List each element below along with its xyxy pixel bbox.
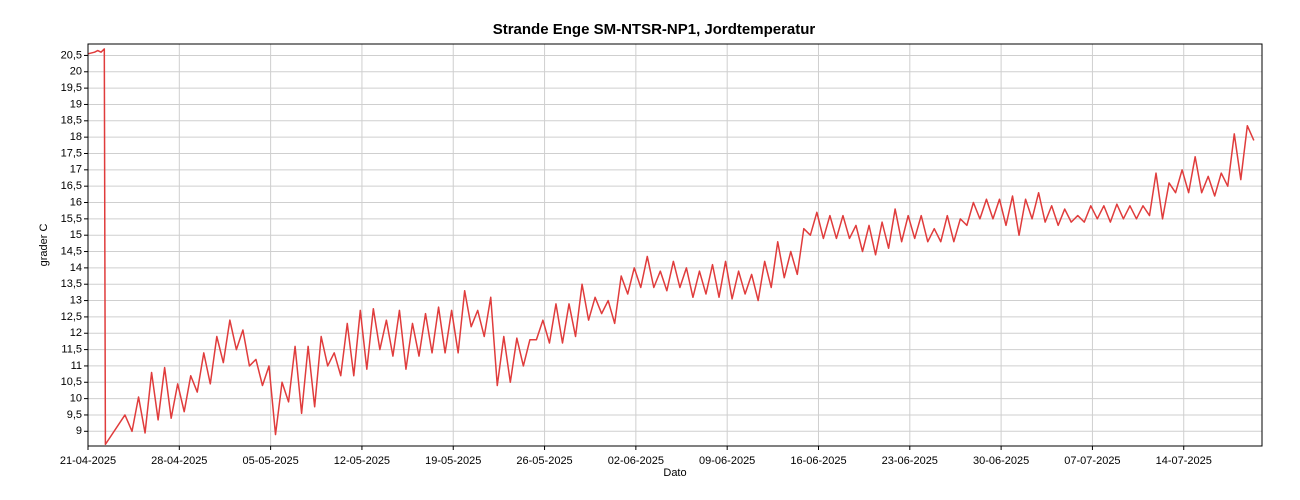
x-tick-label: 05-05-2025: [242, 455, 298, 467]
y-tick-label: 17: [70, 164, 82, 176]
x-tick-label: 12-05-2025: [334, 455, 390, 467]
grid: [87, 44, 1262, 446]
y-axis-label: grader C: [38, 224, 50, 267]
x-tick-label: 26-05-2025: [516, 455, 572, 467]
y-tick-label: 19: [70, 98, 82, 110]
y-tick-label: 15: [70, 229, 82, 241]
y-tick-label: 11,5: [61, 343, 82, 355]
x-tick-label: 28-04-2025: [151, 455, 207, 467]
y-tick-label: 9: [76, 425, 82, 437]
plot: [87, 48, 1255, 446]
x-tick-label: 07-07-2025: [1064, 455, 1120, 467]
y-tick-label: 19,5: [61, 82, 82, 94]
x-tick-label: 19-05-2025: [425, 455, 481, 467]
y-tick-label: 17,5: [61, 147, 82, 159]
y-tick-label: 12: [70, 327, 82, 339]
y-tick-label: 16: [70, 196, 82, 208]
x-tick-label: 09-06-2025: [699, 455, 755, 467]
y-tick-label: 9,5: [67, 409, 82, 421]
y-tick-label: 10: [70, 393, 82, 405]
x-tick-label: 23-06-2025: [882, 455, 938, 467]
y-tick-label: 14: [70, 262, 82, 274]
y-tick-label: 18: [70, 131, 82, 143]
y-tick-label: 20: [70, 66, 82, 78]
y-tick-label: 13: [70, 294, 82, 306]
y-tick-label: 12,5: [61, 311, 82, 323]
x-tick-label: 30-06-2025: [973, 455, 1029, 467]
y-tick-label: 14,5: [61, 245, 82, 257]
x-tick-label: 21-04-2025: [60, 455, 116, 467]
x-axis-label: Dato: [663, 467, 686, 479]
plot-frame: [87, 43, 1263, 447]
chart-title: Strande Enge SM-NTSR-NP1, Jordtemperatur: [493, 21, 816, 38]
y-tick-label: 13,5: [61, 278, 82, 290]
y-tick-label: 15,5: [61, 213, 82, 225]
y-tick-label: 11: [71, 360, 82, 372]
y-tick-label: 18,5: [61, 115, 82, 127]
y-tick-label: 10,5: [61, 376, 82, 388]
y-tick-label: 20,5: [61, 49, 82, 61]
x-tick-label: 14-07-2025: [1156, 455, 1212, 467]
x-tick-label: 02-06-2025: [608, 455, 664, 467]
temperature-line: [87, 48, 1255, 446]
x-tick-label: 16-06-2025: [790, 455, 846, 467]
y-tick-label: 16,5: [61, 180, 82, 192]
